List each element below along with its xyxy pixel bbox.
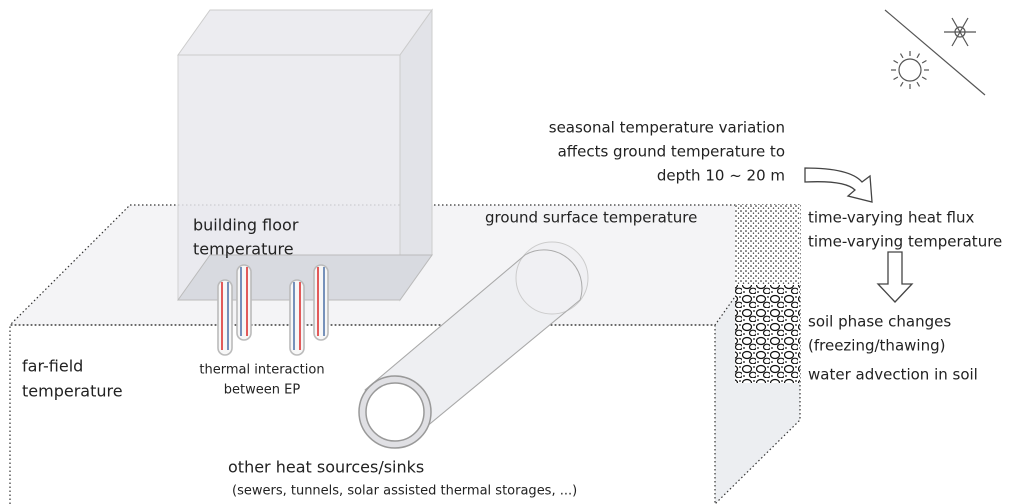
label: depth 10 ~ 20 m	[657, 167, 785, 185]
label: time-varying heat flux	[808, 209, 975, 227]
down-arrow	[876, 251, 914, 303]
label: far-field	[22, 357, 83, 376]
sun-ray	[893, 76, 899, 81]
label: building floor	[193, 216, 299, 235]
sun-ray	[899, 81, 904, 87]
soil-profile	[735, 205, 800, 383]
season-icon	[884, 9, 986, 96]
label: seasonal temperature variation	[549, 119, 785, 137]
energy-piles	[217, 264, 329, 356]
sun-ray	[916, 53, 921, 59]
label: temperature	[193, 240, 294, 259]
label: water advection in soil	[808, 366, 978, 384]
sun-ray	[916, 81, 921, 87]
curved-arrow	[804, 167, 873, 203]
label: other heat sources/sinks	[228, 458, 424, 477]
label: time-varying temperature	[808, 233, 1002, 251]
label: soil phase changes	[808, 313, 951, 331]
sun-ray	[921, 76, 927, 81]
label: thermal interaction	[199, 363, 324, 378]
sun-ray	[899, 53, 904, 59]
label: temperature	[22, 382, 123, 401]
tunnel	[358, 241, 589, 449]
building	[177, 8, 433, 302]
sun-ray	[893, 59, 899, 64]
label: between EP	[224, 383, 301, 398]
label: ground surface temperature	[485, 209, 697, 227]
sun-ray	[921, 59, 927, 64]
label: affects ground temperature to	[558, 143, 785, 161]
label: (freezing/thawing)	[808, 337, 945, 355]
label: (sewers, tunnels, solar assisted thermal…	[232, 484, 577, 499]
